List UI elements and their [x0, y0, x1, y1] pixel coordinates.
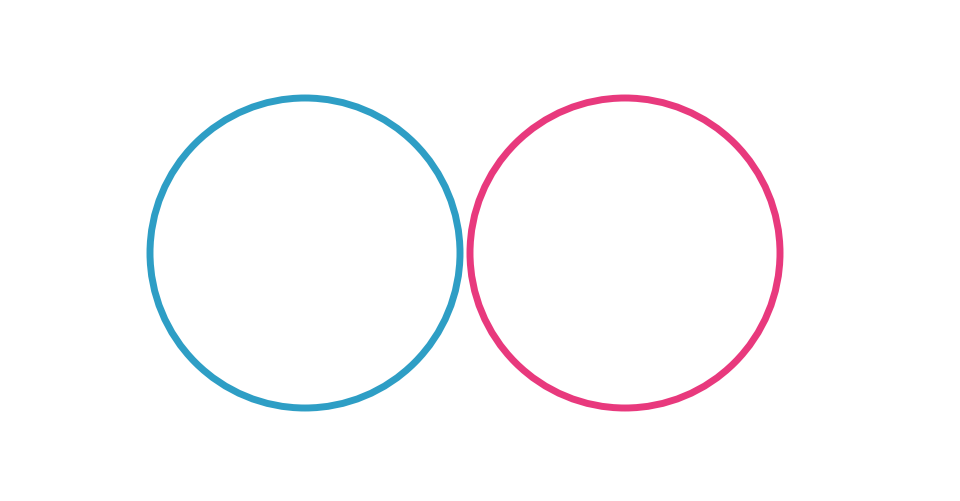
Polygon shape — [540, 62, 710, 195]
Polygon shape — [289, 279, 321, 363]
Ellipse shape — [257, 99, 352, 198]
Polygon shape — [25, 0, 960, 501]
Text: Verdugo City, CA: Verdugo City, CA — [18, 24, 359, 58]
Text: Adult population:: Adult population: — [470, 22, 743, 50]
Text: Men:: Men: — [199, 122, 268, 146]
Polygon shape — [245, 259, 295, 433]
Text: 51%: 51% — [582, 120, 649, 148]
Polygon shape — [315, 259, 365, 433]
Ellipse shape — [542, 57, 708, 171]
Ellipse shape — [575, 104, 675, 203]
Ellipse shape — [606, 205, 644, 258]
Text: Singles: Singles — [18, 62, 166, 96]
Text: -: - — [778, 458, 784, 476]
Polygon shape — [0, 0, 905, 501]
Ellipse shape — [170, 269, 440, 448]
Text: Flirt: Flirt — [793, 458, 835, 476]
Ellipse shape — [485, 259, 765, 448]
Polygon shape — [600, 264, 650, 333]
Polygon shape — [620, 259, 690, 333]
Polygon shape — [283, 272, 327, 433]
Text: 48%: 48% — [278, 120, 345, 148]
Ellipse shape — [285, 206, 325, 261]
Ellipse shape — [346, 135, 364, 163]
Polygon shape — [560, 259, 630, 333]
Polygon shape — [293, 279, 317, 296]
Text: 191719: 191719 — [738, 22, 853, 50]
Text: Women:: Women: — [457, 122, 572, 146]
Text: Casual: Casual — [690, 458, 757, 476]
Ellipse shape — [246, 135, 264, 163]
